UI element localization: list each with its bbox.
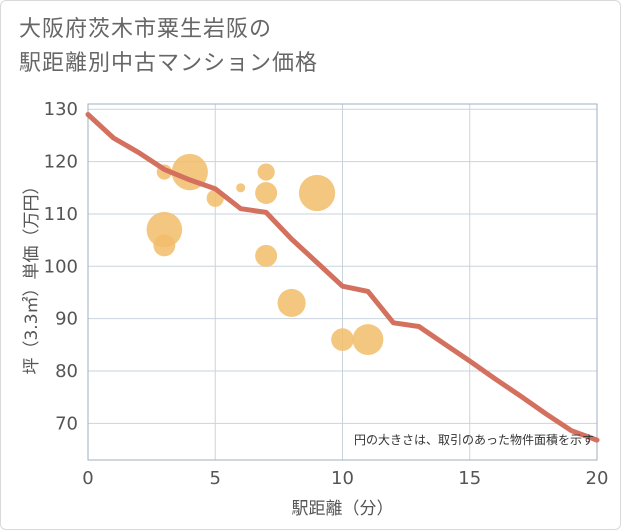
x-tick-labels: 0 5 10 15 20 <box>82 468 608 489</box>
bubble-point <box>352 324 384 356</box>
bubble-point <box>153 234 176 257</box>
y-tick-label: 100 <box>44 256 78 277</box>
y-tick-label: 90 <box>55 309 78 330</box>
chart-title: 大阪府茨木市粟生岩阪の 駅距離別中古マンション価格 <box>19 13 318 81</box>
bubble-series <box>146 153 384 356</box>
bubble-point <box>255 182 278 204</box>
title-line-1: 大阪府茨木市粟生岩阪の <box>19 17 273 42</box>
x-tick-label: 10 <box>331 468 354 489</box>
x-tick-label: 15 <box>458 468 481 489</box>
y-axis-label: 坪（3.3㎡）単価（万円） <box>22 177 42 374</box>
title-line-2: 駅距離別中古マンション価格 <box>19 51 319 76</box>
bubble-point <box>298 174 336 212</box>
y-tick-label: 80 <box>55 361 78 382</box>
plot-frame <box>87 103 598 461</box>
trend-line <box>85 112 600 443</box>
bubble-point <box>255 244 278 267</box>
bubble-point <box>146 211 183 248</box>
bubble-point <box>331 328 354 351</box>
x-tick-label: 0 <box>82 468 93 489</box>
bubble-point <box>257 163 275 181</box>
x-tick-label: 5 <box>210 468 221 489</box>
grid-lines <box>87 104 598 460</box>
x-axis-label: 駅距離（分） <box>292 499 394 519</box>
y-tick-label: 120 <box>44 152 78 173</box>
y-tick-label: 70 <box>55 413 78 434</box>
bubble-size-note: 円の大きさは、取引のあった物件面積を示す <box>354 432 594 447</box>
y-tick-label: 130 <box>44 99 78 120</box>
y-tick-labels: 70 80 90 100 110 120 130 <box>44 99 78 434</box>
bubble-point <box>236 183 246 193</box>
y-tick-label: 110 <box>44 204 78 225</box>
bubble-point <box>277 288 306 318</box>
x-tick-label: 20 <box>586 468 609 489</box>
